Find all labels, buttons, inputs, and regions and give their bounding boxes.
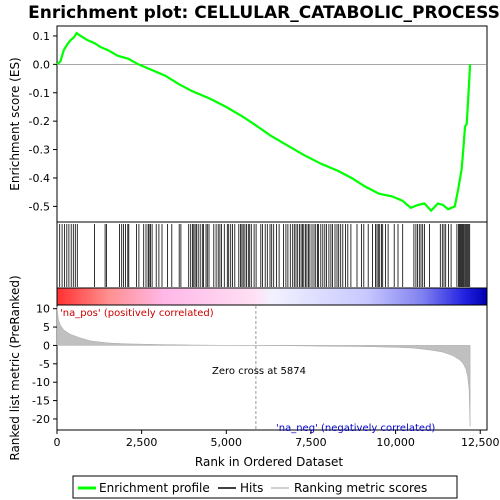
es-y-tick-label: -0.5 xyxy=(29,200,50,213)
es-y-tick-label: -0.3 xyxy=(29,144,50,157)
enrichment-profile-line xyxy=(57,33,470,211)
metric-y-tick-label: -15 xyxy=(32,395,50,408)
metric-y-tick-label: 0 xyxy=(43,339,50,352)
es-y-tick-label: -0.1 xyxy=(29,87,50,100)
enrichment-score-panel: 0.1 0.0 -0.1 -0.2 -0.3 -0.4 -0.5 Enrichment sc… xyxy=(8,26,487,222)
metric-y-tick-label: 10 xyxy=(36,303,50,316)
neg-correlated-label: 'na_neg' (negatively correlated) xyxy=(276,423,435,434)
x-tick-label: 12,500 xyxy=(461,436,500,449)
hit-marks xyxy=(60,224,470,287)
legend: Enrichment profile Hits Ranking metric s… xyxy=(73,476,457,498)
metric-y-tick-label: -10 xyxy=(32,376,50,389)
rank-gradient xyxy=(57,288,487,305)
metric-y-tick-label: -5 xyxy=(39,358,50,371)
metric-y-axis: 10 5 0 -5 -10 -15 -20 xyxy=(32,303,57,426)
x-tick-label: 7,500 xyxy=(295,436,327,449)
es-y-tick-label: -0.2 xyxy=(29,115,50,128)
es-y-tick-label: -0.4 xyxy=(29,172,50,185)
es-plot-frame xyxy=(57,26,487,222)
zero-cross-label: Zero cross at 5874 xyxy=(212,366,306,377)
hits-panel xyxy=(57,222,487,288)
x-tick-label: 10,000 xyxy=(376,436,415,449)
chart-title: Enrichment plot: CELLULAR_CATABOLIC_PROC… xyxy=(28,3,500,23)
rank-color-bar xyxy=(57,288,487,305)
legend-ranking-label: Ranking metric scores xyxy=(294,481,427,495)
x-tick-label: 5,000 xyxy=(211,436,243,449)
x-tick-label: 2,500 xyxy=(126,436,158,449)
legend-hits-label: Hits xyxy=(240,481,263,495)
x-tick-label: 0 xyxy=(54,436,61,449)
pos-correlated-label: 'na_pos' (positively correlated) xyxy=(60,308,214,319)
x-axis-label: Rank in Ordered Dataset xyxy=(195,455,343,469)
es-y-axis-label: Enrichment score (ES) xyxy=(8,57,22,190)
es-y-axis: 0.1 0.0 -0.1 -0.2 -0.3 -0.4 -0.5 xyxy=(29,30,57,213)
es-y-tick-label: 0.1 xyxy=(33,30,51,43)
legend-enrichment-label: Enrichment profile xyxy=(99,481,210,495)
metric-y-tick-label: -20 xyxy=(32,413,50,426)
metric-y-axis-label: Ranked list metric (PreRanked) xyxy=(8,275,22,460)
metric-y-tick-label: 5 xyxy=(43,321,50,334)
es-y-tick-label: 0.0 xyxy=(33,58,51,71)
